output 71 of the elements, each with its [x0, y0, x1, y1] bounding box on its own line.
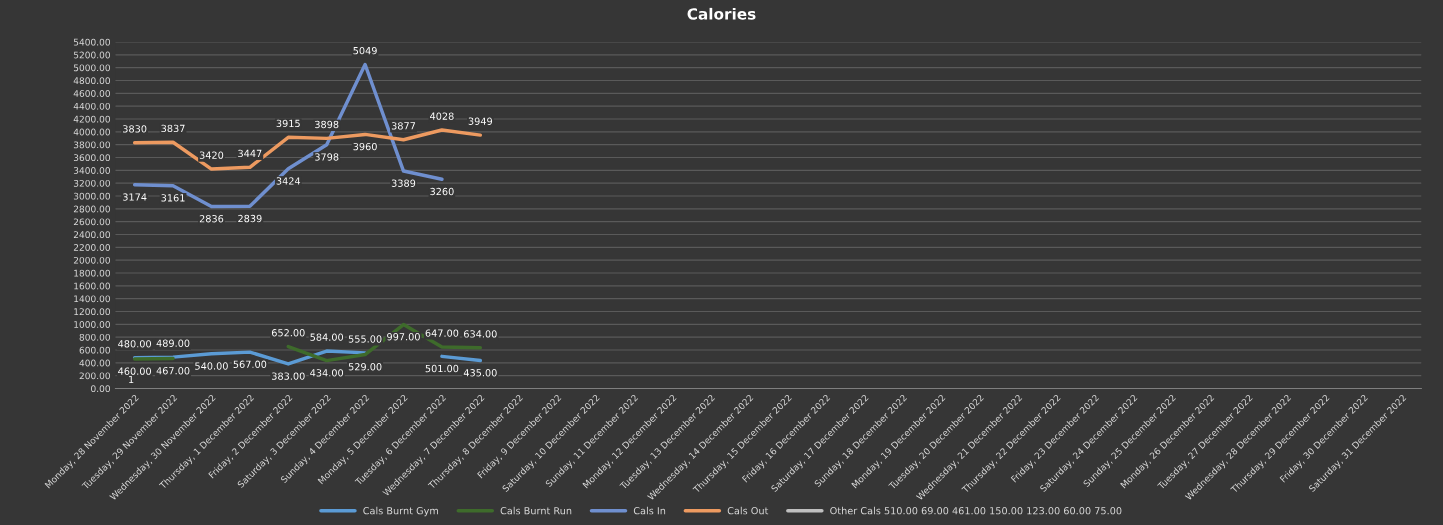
- y-tick-label: 200.00: [79, 372, 110, 380]
- data-label: 529.00: [348, 363, 382, 371]
- data-label: 584.00: [310, 333, 344, 341]
- y-tick-label: 2200.00: [73, 244, 110, 251]
- legend-label: Cals Burnt Gym: [363, 506, 438, 517]
- y-tick-label: 1600.00: [74, 282, 110, 290]
- y-tick-label: 1000.00: [74, 321, 110, 328]
- y-tick-label: 800.00: [79, 333, 110, 341]
- data-label: 460.00: [118, 367, 152, 375]
- data-label: 467.00: [156, 367, 190, 375]
- data-label: 567.00: [233, 360, 267, 368]
- y-tick-label: 3400.00: [73, 167, 110, 174]
- data-label: 434.00: [310, 369, 344, 377]
- y-tick-label: 2800.00: [73, 205, 110, 213]
- data-label: 480.00: [118, 340, 152, 348]
- data-label: 3837: [161, 124, 185, 133]
- data-label: 3420: [199, 151, 224, 159]
- y-tick-label: 3800.00: [73, 141, 110, 149]
- legend-label: Other Cals 510.00 69.00 461.00 150.00 123.00 60.00 75.00: [830, 506, 1122, 515]
- legend-label: Cals Out: [727, 506, 769, 515]
- data-label: 4028: [430, 112, 454, 120]
- y-tick-label: 400.00: [79, 359, 110, 367]
- data-label: 634.00: [464, 330, 497, 338]
- data-label: 489.00: [156, 339, 190, 347]
- legend-label: Cals Burnt Run: [500, 506, 572, 515]
- y-tick-label: 5000.00: [73, 64, 110, 72]
- data-label: 3898: [315, 120, 339, 129]
- y-tick-label: 0.00: [91, 385, 110, 393]
- data-label: 3877: [391, 122, 416, 130]
- data-label: 3161: [161, 194, 185, 202]
- annotation: 1: [129, 375, 134, 384]
- y-tick-label: 3600.00: [73, 154, 110, 162]
- y-tick-label: 2600.00: [73, 218, 110, 226]
- data-label: 2839: [238, 214, 262, 223]
- y-tick-label: 3000.00: [73, 192, 110, 200]
- y-tick-label: 4800.00: [73, 77, 110, 85]
- data-label: 3960: [353, 142, 377, 151]
- data-label: 3798: [315, 153, 339, 161]
- y-tick-label: 600.00: [79, 346, 110, 354]
- y-tick-label: 4000.00: [73, 128, 110, 136]
- y-tick-label: 1400.00: [74, 295, 110, 303]
- y-tick-label: 5400.00: [73, 38, 110, 46]
- y-tick-label: 5200.00: [73, 51, 110, 59]
- data-label: 501.00: [425, 364, 459, 373]
- data-label: 3424: [276, 177, 301, 185]
- data-label: 435.00: [463, 369, 497, 377]
- data-label: 3949: [468, 117, 493, 125]
- y-tick-label: 1800.00: [74, 269, 110, 277]
- data-label: 3915: [276, 119, 300, 128]
- data-label: 3830: [123, 125, 147, 133]
- data-label: 2836: [199, 215, 224, 223]
- legend-label: Cals In: [633, 506, 666, 515]
- y-tick-label: 3200.00: [73, 179, 110, 187]
- data-label: 555.00: [348, 335, 382, 343]
- data-label: 3260: [430, 187, 454, 196]
- y-tick-label: 1200.00: [74, 308, 110, 316]
- data-label: 997.00: [387, 333, 420, 341]
- data-label: 540.00: [195, 362, 228, 370]
- y-tick-label: 4600.00: [73, 90, 110, 97]
- data-label: 5049: [353, 46, 377, 55]
- data-label: 652.00: [271, 329, 305, 337]
- y-tick-label: 4200.00: [73, 115, 110, 123]
- data-label: 383.00: [272, 372, 305, 380]
- data-label: 3447: [238, 149, 262, 158]
- data-label: 3174: [123, 193, 147, 201]
- chart-title: Calories: [687, 7, 756, 20]
- data-label: 647.00: [425, 329, 459, 337]
- y-tick-label: 4400.00: [73, 102, 110, 110]
- y-tick-label: 2000.00: [73, 256, 110, 264]
- data-label: 3389: [391, 179, 416, 187]
- y-tick-label: 2400.00: [73, 231, 110, 239]
